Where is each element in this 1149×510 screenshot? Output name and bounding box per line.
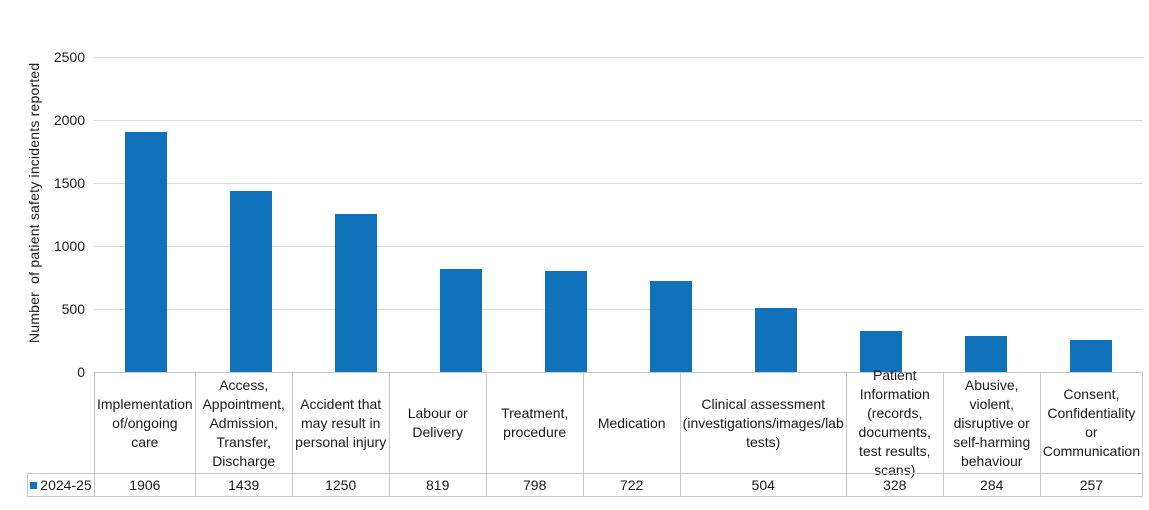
bar — [440, 269, 483, 372]
category-cell: Treatment, procedure — [485, 372, 583, 473]
y-tick-label: 500 — [61, 301, 85, 317]
bar — [649, 281, 692, 372]
bars-row — [94, 57, 1143, 372]
bar-column — [199, 57, 304, 372]
gridline — [94, 246, 1143, 247]
plot-area — [94, 57, 1143, 372]
bar-column — [514, 57, 619, 372]
bar — [125, 132, 168, 372]
bar — [1069, 340, 1112, 372]
table-stub-cell — [27, 372, 94, 473]
legend-cell: 2024-25 — [27, 473, 94, 497]
value-cell: 1250 — [291, 473, 389, 497]
data-table: Implementation of/ongoing care Access, Ap… — [27, 367, 1143, 497]
bar-column — [723, 57, 828, 372]
bar-column — [828, 57, 933, 372]
y-tick-label: 0 — [77, 364, 85, 380]
value-cell: 1906 — [94, 473, 195, 497]
category-cell: Labour or Delivery — [388, 372, 486, 473]
gridline — [94, 309, 1143, 310]
gridline — [94, 120, 1143, 121]
bar-column — [619, 57, 724, 372]
value-cell: 284 — [942, 473, 1040, 497]
series-name-label: 2024-25 — [40, 477, 92, 493]
category-cell: Clinical assessment (investigations/imag… — [679, 372, 846, 473]
y-axis-tick-labels: 0 500 1000 1500 2000 2500 — [35, 49, 85, 380]
value-cell: 1439 — [194, 473, 292, 497]
category-cell: Implementation of/ongoing care — [94, 372, 195, 473]
value-cell: 257 — [1039, 473, 1143, 497]
gridline — [94, 183, 1143, 184]
category-cell: Abusive, violent, disruptive or self-har… — [942, 372, 1040, 473]
bar — [230, 191, 273, 372]
bar — [545, 271, 588, 372]
legend-key-icon — [30, 481, 38, 489]
category-cell: Access, Appointment, Admission, Transfer… — [194, 372, 292, 473]
bar-column — [933, 57, 1038, 372]
bar-column — [1038, 57, 1143, 372]
value-cell: 504 — [679, 473, 846, 497]
category-cell: Accident that may result in personal inj… — [291, 372, 389, 473]
category-cell: Medication — [582, 372, 680, 473]
y-tick-label: 2500 — [53, 49, 85, 65]
value-cell: 798 — [485, 473, 583, 497]
y-tick-label: 2000 — [53, 112, 85, 128]
gridline — [94, 57, 1143, 58]
value-cell: 328 — [845, 473, 943, 497]
y-tick-label: 1000 — [53, 238, 85, 254]
category-cell: Consent, Confidentiality or Communicatio… — [1039, 372, 1143, 473]
bar — [859, 331, 902, 372]
value-cell: 722 — [582, 473, 680, 497]
bar-column — [304, 57, 409, 372]
bar-column — [409, 57, 514, 372]
category-cell: Patient Information (records, documents,… — [845, 367, 943, 478]
y-tick-label: 1500 — [53, 175, 85, 191]
bar — [964, 336, 1007, 372]
value-cell: 819 — [388, 473, 486, 497]
bar-column — [94, 57, 199, 372]
bar — [754, 308, 797, 372]
bar — [335, 214, 378, 372]
